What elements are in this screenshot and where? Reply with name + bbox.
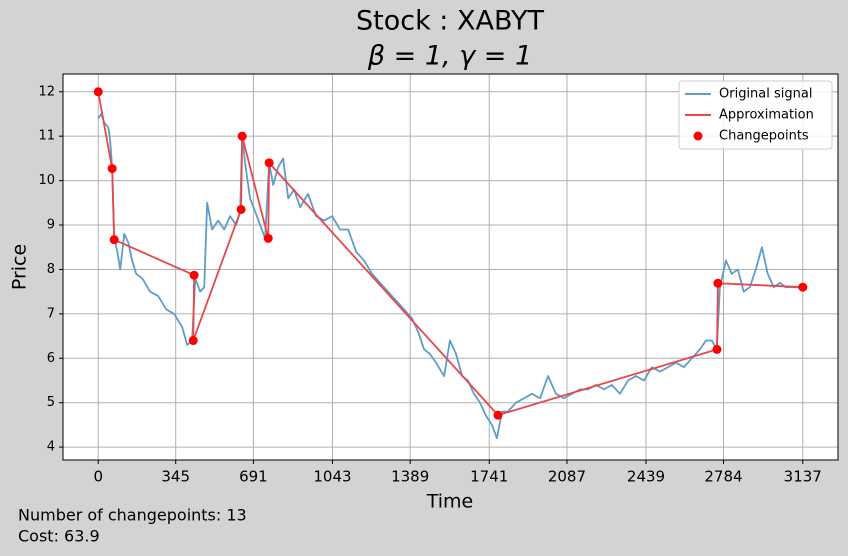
changepoint [263, 233, 273, 243]
x-tick-label: 1389 [391, 468, 429, 486]
legend-swatch [693, 131, 703, 141]
y-axis-label: Price [9, 244, 31, 290]
x-tick-label: 2784 [704, 468, 742, 486]
legend-label: Original signal [719, 87, 812, 102]
x-tick-label: 3137 [784, 468, 822, 486]
annotation: Number of changepoints: 13 [18, 506, 247, 525]
changepoint [188, 336, 198, 346]
legend-label: Changepoints [719, 129, 809, 144]
y-tick-label: 12 [38, 84, 55, 99]
changepoint [93, 87, 103, 97]
y-tick-label: 9 [47, 218, 55, 233]
x-tick-label: 691 [239, 468, 268, 486]
y-tick-label: 6 [47, 351, 55, 366]
legend [678, 80, 833, 150]
y-tick-label: 4 [47, 440, 55, 455]
x-tick-label: 345 [161, 468, 190, 486]
changepoint [713, 278, 723, 288]
y-tick-label: 5 [47, 395, 55, 410]
changepoint [264, 158, 274, 168]
legend-label: Approximation [719, 108, 814, 123]
chart-subtitle: β = 1, γ = 1 [367, 41, 532, 72]
y-tick-label: 11 [38, 129, 55, 144]
changepoint [798, 282, 808, 292]
x-tick-label: 2087 [548, 468, 586, 486]
changepoint [189, 270, 199, 280]
changepoint [236, 204, 246, 214]
y-tick-label: 10 [38, 173, 55, 188]
changepoint [712, 344, 722, 354]
x-tick-label: 2439 [627, 468, 665, 486]
x-tick-label: 1741 [470, 468, 508, 486]
y-tick-label: 7 [47, 306, 55, 321]
plot-frame [62, 73, 839, 461]
changepoint [237, 131, 247, 141]
changepoint [493, 410, 503, 420]
x-tick-label: 0 [93, 468, 103, 486]
x-axis-label: Time [426, 491, 474, 513]
chart-title: Stock : XABYT [356, 6, 544, 37]
y-tick-label: 8 [47, 262, 55, 277]
annotation: Cost: 63.9 [18, 527, 100, 546]
changepoint [107, 164, 117, 174]
changepoint [109, 235, 119, 245]
x-tick-label: 1043 [313, 468, 351, 486]
